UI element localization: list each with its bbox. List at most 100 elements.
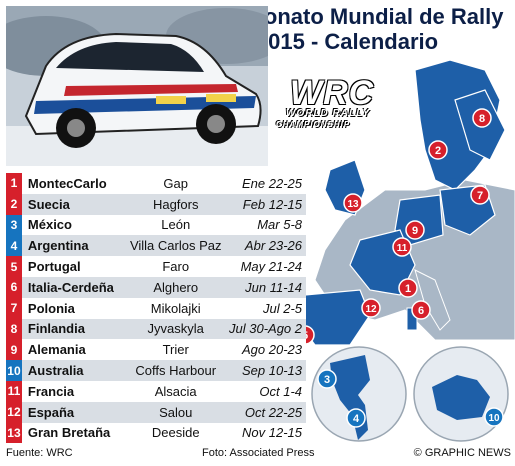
calendar-row: 3 México León Mar 5-8	[6, 214, 306, 236]
marker-3[interactable]: 3	[317, 369, 337, 389]
round-date: Feb 12-15	[242, 196, 303, 212]
round-city: Alghero	[153, 279, 199, 295]
round-date: May 21-24	[240, 259, 303, 275]
round-country: Italia-Cerdeña	[27, 279, 114, 295]
round-country: Argentina	[27, 238, 89, 254]
marker-label: 3	[324, 374, 330, 386]
round-number: 4	[6, 235, 22, 257]
round-city: Mikolajki	[150, 300, 201, 316]
marker-4[interactable]: 4	[346, 408, 366, 428]
wrc-logo: WRC WORLD RALLY CHAMPIONSHIP	[272, 72, 402, 130]
round-number: 9	[6, 339, 22, 361]
footer: Fuente: WRC Foto: Associated Press © GRA…	[6, 447, 511, 463]
marker-12[interactable]: 12	[361, 298, 381, 318]
calendar-row: 12 España Salou Oct 22-25	[6, 401, 306, 423]
calendar-table: 1 MontecCarlo Gap Ene 22-25 2 Suecia Hagfors Fe…	[6, 173, 306, 444]
round-number: 8	[6, 318, 22, 340]
round-country: España	[27, 404, 75, 420]
round-city: Hagfors	[152, 196, 199, 212]
wrc-logo-mark: WRC	[290, 74, 375, 112]
round-city: Gap	[163, 175, 188, 191]
wrc-logo-subtitle: WORLD RALLY	[286, 108, 371, 119]
round-date: Oct 1-4	[259, 383, 303, 399]
round-number: 5	[6, 256, 22, 277]
marker-label: 2	[435, 145, 441, 157]
marker-label: 13	[347, 199, 359, 210]
round-number: 6	[6, 276, 22, 298]
marker-7[interactable]: 7	[470, 185, 490, 205]
marker-9[interactable]: 9	[405, 220, 425, 240]
round-city: Villa Carlos Paz	[129, 238, 222, 254]
americas-globe: 3 4	[310, 345, 408, 443]
round-country: Alemania	[27, 342, 86, 358]
calendar-row: 7 Polonia Mikolajki Jul 2-5	[6, 297, 306, 319]
photo-credit: Foto: Associated Press	[202, 447, 315, 459]
map-markers: 8 2 7 13 9 11 1 12 6 5	[295, 108, 492, 345]
brand-credit: © GRAPHIC NEWS	[413, 447, 511, 459]
round-country: Finlandia	[27, 321, 85, 337]
marker-label: 11	[397, 243, 408, 254]
marker-label: 9	[412, 225, 418, 237]
round-city: Deeside	[151, 425, 200, 441]
marker-11[interactable]: 11	[392, 237, 412, 257]
calendar-row: 11 Francia Alsacia Oct 1-4	[6, 380, 306, 402]
calendar-row: 4 Argentina Villa Carlos Paz Abr 23-26	[6, 235, 306, 257]
round-date: Jul 30-Ago 2	[229, 321, 303, 337]
round-country: Francia	[27, 383, 75, 399]
marker-10[interactable]: 10	[484, 407, 504, 427]
calendar-row: 8 Finlandia Jyvaskyla Jul 30-Ago 2	[6, 318, 306, 340]
round-number: 1	[6, 173, 22, 194]
calendar-row: 13 Gran Bretaña Deeside Nov 12-15	[6, 422, 306, 444]
round-city: Alsacia	[154, 383, 197, 399]
round-number: 7	[6, 297, 22, 319]
wrc-logo-subtitle-2: CHAMPIONSHIP	[276, 120, 351, 129]
marker-label: 8	[479, 113, 485, 125]
rally-car-photo	[6, 6, 268, 166]
round-country: Polonia	[27, 300, 75, 316]
marker-1[interactable]: 1	[398, 278, 418, 298]
round-city: Trier	[162, 342, 189, 358]
round-country: Portugal	[27, 259, 81, 275]
marker-label: 10	[488, 413, 500, 424]
marker-8[interactable]: 8	[472, 108, 492, 128]
source-credit: Fuente: WRC	[6, 447, 73, 459]
round-country: Australia	[27, 363, 84, 379]
calendar-row: 6 Italia-Cerdeña Alghero Jun 11-14	[6, 276, 306, 298]
australia-globe: 10	[412, 345, 510, 443]
calendar-row: 2 Suecia Hagfors Feb 12-15	[6, 193, 306, 215]
round-date: Ene 22-25	[242, 175, 303, 191]
europe-map: 8 2 7 13 9 11 1 12 6 5	[275, 40, 515, 360]
round-city: Faro	[162, 259, 190, 275]
marker-label: 1	[405, 283, 411, 295]
marker-label: 12	[365, 304, 377, 315]
round-date: Jul 2-5	[262, 300, 303, 316]
round-date: Jun 11-14	[245, 279, 303, 295]
round-city: León	[161, 217, 191, 233]
calendar-row: 1 MontecCarlo Gap Ene 22-25	[6, 173, 306, 194]
calendar-row: 9 Alemania Trier Ago 20-23	[6, 339, 306, 361]
marker-2[interactable]: 2	[428, 140, 448, 160]
marker-13[interactable]: 13	[343, 193, 363, 213]
round-country: MontecCarlo	[27, 175, 107, 191]
marker-label: 4	[353, 413, 360, 425]
calendar-row: 5 Portugal Faro May 21-24	[6, 256, 306, 277]
title-line-2: 2015 - Calendario	[255, 29, 439, 54]
round-number: 13	[6, 422, 22, 444]
round-number: 3	[6, 214, 22, 236]
round-date: Nov 12-15	[242, 425, 303, 441]
marker-label: 7	[477, 190, 483, 202]
round-city: Coffs Harbour	[135, 363, 217, 379]
round-number: 10	[6, 360, 22, 381]
round-city: Salou	[159, 404, 193, 420]
round-country: Suecia	[27, 196, 70, 212]
marker-label: 6	[418, 305, 424, 317]
round-country: Gran Bretaña	[27, 425, 111, 441]
round-date: Ago 20-23	[242, 342, 303, 358]
round-number: 12	[6, 401, 22, 423]
round-date: Sep 10-13	[242, 363, 303, 379]
round-date: Mar 5-8	[257, 217, 303, 233]
round-city: Jyvaskyla	[147, 321, 204, 337]
round-country: México	[27, 217, 72, 233]
calendar-row: 10 Australia Coffs Harbour Sep 10-13	[6, 360, 306, 381]
marker-6[interactable]: 6	[411, 300, 431, 320]
